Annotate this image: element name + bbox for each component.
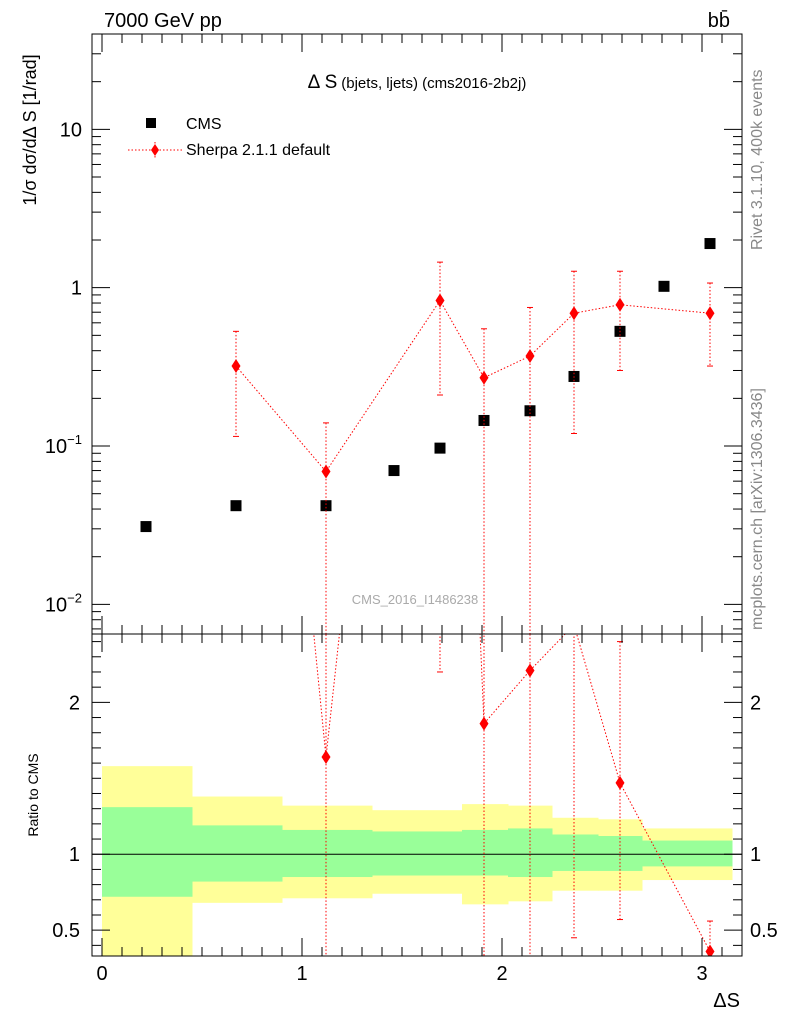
ratio-y-tick-label-left: 2	[69, 692, 80, 714]
band-stat-bin	[102, 807, 193, 897]
y-tick-label-base: 10	[45, 436, 67, 458]
y-tick-label: 10	[60, 119, 82, 141]
x-axis-label: ΔS	[713, 990, 740, 1012]
band-stat-bin	[642, 840, 733, 867]
band-stat-bin	[552, 834, 599, 871]
ratio-sherpa-point	[479, 716, 489, 731]
y-tick-label: 10−2	[45, 590, 82, 616]
cms-point	[434, 442, 446, 454]
ratio-sherpa-point	[705, 944, 715, 956]
x-tick-label: 2	[496, 963, 507, 985]
band-stat-bin	[372, 831, 463, 876]
x-tick-label: 1	[296, 963, 307, 985]
rivet-label: Rivet 3.1.10, 400k events	[749, 69, 766, 250]
cms-point	[230, 500, 242, 512]
y-tick-label: 1	[71, 278, 82, 300]
lower-panel-ticks	[92, 634, 742, 956]
lower-y-tick-labels: 0.5 0.5 1 1 2 2	[52, 692, 778, 942]
ratio-y-tick-label-right: 0.5	[750, 920, 778, 942]
lower-panel-data	[313, 618, 715, 956]
sherpa-point	[435, 293, 445, 308]
plot-title: Δ S (bjets, ljets) (cms2016-2b2j)	[308, 72, 527, 93]
legend-sherpa-marker	[151, 144, 159, 156]
legend-cms-label: CMS	[186, 116, 222, 133]
band-stat-bin	[282, 829, 373, 878]
legend: CMS Sherpa 2.1.1 default	[128, 116, 331, 159]
sherpa-point	[321, 464, 331, 479]
y-tick-label-exponent: −1	[67, 432, 82, 447]
process-label: bb̄	[708, 9, 730, 32]
cms-point	[658, 280, 670, 292]
y-tick-label-base: 10	[45, 594, 67, 616]
sherpa-point	[705, 306, 715, 321]
ratio-y-tick-label-left: 1	[69, 844, 80, 866]
x-tick-label: 0	[96, 963, 107, 985]
band-stat-bin	[462, 829, 509, 876]
ratio-bands	[102, 766, 733, 956]
legend-cms-marker	[146, 118, 156, 128]
ratio-sherpa-point	[615, 775, 625, 790]
sherpa-point	[569, 306, 579, 321]
cms-point	[140, 521, 152, 533]
x-tick-label: 3	[696, 963, 707, 985]
ratio-sherpa-point	[525, 663, 535, 678]
ratio-y-tick-label-right: 1	[750, 844, 761, 866]
y-axis-label: 1/σ dσ/dΔ S [1/rad]	[20, 54, 40, 205]
x-tick-labels: 0 1 2 3	[96, 963, 707, 985]
lower-panel: 0.5 0.5 1 1 2 2 0 1 2 3 Ratio to CMS ΔS	[25, 618, 778, 1012]
upper-panel-data	[140, 238, 716, 634]
watermark: CMS_2016_I1486238	[352, 592, 479, 607]
sherpa-point	[525, 349, 535, 364]
ratio-axis-label: Ratio to CMS	[25, 753, 41, 836]
cms-point	[524, 405, 536, 417]
ratio-y-tick-label-left: 0.5	[52, 920, 80, 942]
cms-point	[320, 500, 332, 512]
y-tick-label: 10−1	[45, 432, 82, 458]
sherpa-point	[479, 370, 489, 385]
sherpa-point	[231, 359, 241, 374]
cms-point	[388, 465, 400, 477]
y-tick-label-exponent: −2	[67, 590, 82, 605]
source-label: mcplots.cern.ch [arXiv:1306.3436]	[749, 388, 766, 630]
ratio-sherpa-point	[570, 618, 579, 632]
upper-panel-ticks	[92, 33, 742, 634]
cms-point	[704, 238, 716, 250]
ratio-sherpa-line	[313, 634, 711, 952]
sherpa-line	[235, 299, 711, 473]
sherpa-point	[615, 297, 625, 312]
lower-panel-frame	[91, 633, 743, 957]
ratio-y-tick-label-right: 2	[750, 692, 761, 714]
energy-label: 7000 GeV pp	[104, 10, 222, 32]
legend-sherpa-label: Sherpa 2.1.1 default	[186, 142, 331, 159]
ratio-sherpa-point	[321, 750, 331, 765]
band-stat-bin	[192, 825, 283, 882]
